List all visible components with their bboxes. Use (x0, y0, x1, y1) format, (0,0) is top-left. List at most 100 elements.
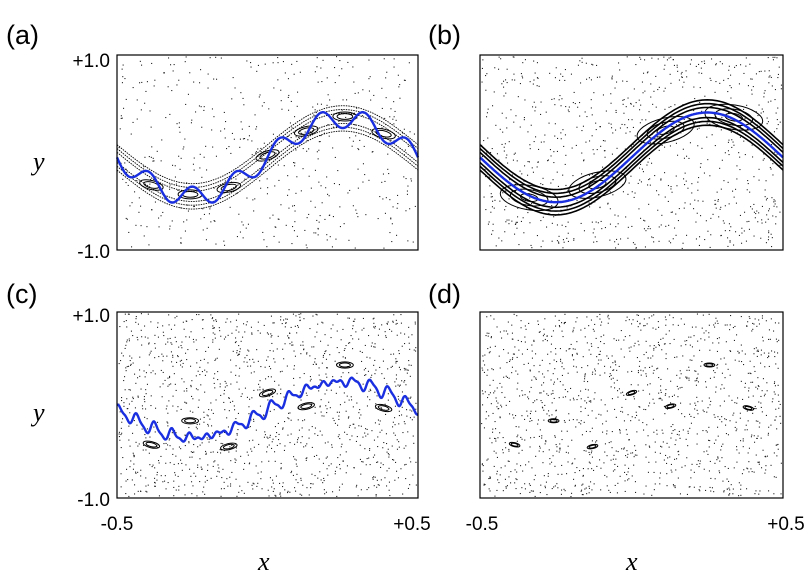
chaotic-point (269, 477, 271, 479)
chaotic-point (641, 119, 643, 121)
chaotic-point (652, 237, 654, 239)
chaotic-point (547, 473, 549, 475)
chaotic-point (150, 156, 152, 158)
chaotic-point (191, 493, 193, 495)
chaotic-point (304, 419, 306, 421)
chaotic-point (149, 183, 151, 185)
chaotic-point (303, 349, 305, 351)
resonance-island (549, 418, 558, 423)
chaotic-point (517, 96, 519, 98)
chaotic-point (647, 357, 649, 359)
chaotic-point (505, 486, 507, 488)
chaotic-point (126, 339, 128, 341)
chaotic-point (488, 488, 490, 490)
chaotic-point (262, 388, 264, 390)
chaotic-point (125, 182, 127, 184)
chaotic-point (401, 380, 403, 382)
chaotic-point (585, 141, 587, 143)
chaotic-point (193, 472, 195, 474)
plot-frame-a (116, 54, 419, 251)
chaotic-point (545, 441, 547, 443)
chaotic-point (529, 417, 531, 419)
chaotic-point (489, 384, 491, 386)
chaotic-point (604, 451, 606, 453)
chaotic-point (488, 176, 490, 178)
chaotic-point (156, 446, 158, 448)
resonance-island (703, 362, 716, 368)
chaotic-point (355, 209, 357, 211)
chaotic-point (486, 152, 488, 154)
chaotic-point (697, 340, 699, 342)
chaotic-point (328, 465, 330, 467)
chaotic-point (524, 59, 526, 61)
chaotic-point (154, 357, 156, 359)
chaotic-point (527, 212, 529, 214)
chaotic-point (389, 232, 391, 234)
chaotic-point (633, 456, 635, 458)
chaotic-point (337, 424, 339, 426)
chaotic-point (187, 210, 189, 212)
chaotic-point (773, 201, 775, 203)
chaotic-point (708, 313, 710, 315)
chaotic-point (730, 315, 732, 317)
chaotic-point (561, 322, 563, 324)
chaotic-point (595, 221, 597, 223)
chaotic-point (169, 462, 171, 464)
chaotic-point (266, 359, 268, 361)
chaotic-point (156, 479, 158, 481)
chaotic-point (723, 222, 725, 224)
chaotic-point (121, 82, 123, 84)
chaotic-point (354, 247, 356, 249)
chaotic-point (626, 433, 628, 435)
chaotic-point (300, 442, 302, 444)
chaotic-point (390, 139, 392, 141)
chaotic-point (630, 145, 632, 147)
chaotic-point (586, 78, 588, 80)
chaotic-point (542, 340, 544, 342)
chaotic-point (602, 423, 604, 425)
chaotic-point (318, 374, 320, 376)
chaotic-point (775, 444, 777, 446)
chaotic-point (302, 168, 304, 170)
chaotic-point (663, 405, 665, 407)
chaotic-point (656, 368, 658, 370)
chaotic-point (676, 66, 678, 68)
chaotic-point (544, 487, 546, 489)
chaotic-point (128, 231, 130, 233)
chaotic-point (206, 437, 208, 439)
chaotic-point (775, 416, 777, 418)
chaotic-point (659, 477, 661, 479)
chaotic-point (588, 325, 590, 327)
chaotic-point (750, 468, 752, 470)
chaotic-point (381, 408, 383, 410)
chaotic-point (753, 323, 755, 325)
chaotic-point (755, 347, 757, 349)
chaotic-point (641, 81, 643, 83)
chaotic-point (332, 126, 334, 128)
chaotic-point (515, 488, 517, 490)
chaotic-point (130, 460, 132, 462)
chaotic-point (615, 109, 617, 111)
chaotic-point (683, 157, 685, 159)
chaotic-point (719, 405, 721, 407)
chaotic-point (540, 141, 542, 143)
chaotic-point (739, 169, 741, 171)
chaotic-point (145, 389, 147, 391)
chaotic-point (399, 384, 401, 386)
chaotic-point (225, 336, 227, 338)
chaotic-point (340, 446, 342, 448)
chaotic-point (728, 395, 730, 397)
chaotic-point (261, 461, 263, 463)
chaotic-point (199, 444, 201, 446)
chaotic-point (553, 98, 555, 100)
chaotic-point (503, 150, 505, 152)
chaotic-point (776, 153, 778, 155)
chaotic-point (679, 377, 681, 379)
chaotic-point (602, 140, 604, 142)
chaotic-point (590, 401, 592, 403)
chaotic-point (651, 57, 653, 59)
chaotic-point (302, 484, 304, 486)
chaotic-point (316, 151, 318, 153)
chaotic-point (705, 330, 707, 332)
chaotic-point (582, 475, 584, 477)
